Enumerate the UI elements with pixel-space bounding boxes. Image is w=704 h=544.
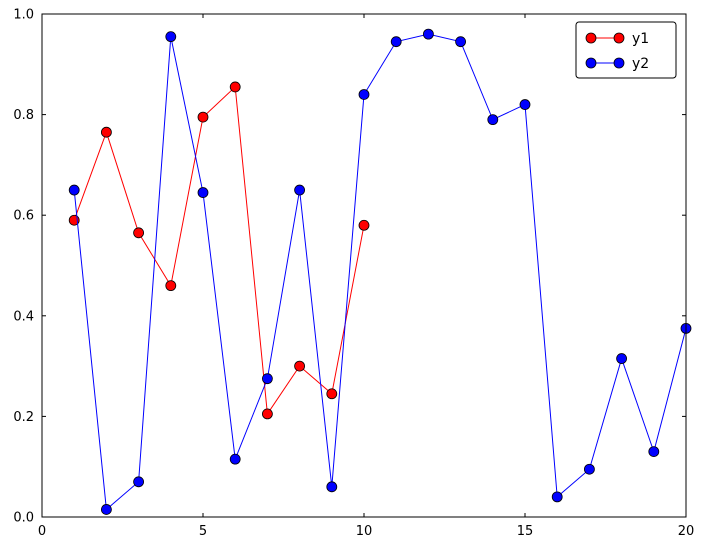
marker-y2 bbox=[326, 481, 338, 493]
marker-y1 bbox=[197, 111, 209, 123]
y-tick-label: 1.0 bbox=[13, 8, 34, 23]
marker-y2 bbox=[584, 463, 595, 475]
legend-marker-y1 bbox=[585, 32, 597, 44]
legend-marker-y2 bbox=[585, 57, 597, 69]
legend-label-y2: y2 bbox=[632, 56, 649, 72]
marker-y2 bbox=[422, 28, 434, 40]
marker-y2 bbox=[101, 504, 112, 515]
marker-y2 bbox=[229, 453, 241, 465]
marker-y2 bbox=[133, 476, 145, 488]
x-tick-label: 5 bbox=[199, 524, 207, 539]
x-tick-label: 20 bbox=[678, 524, 695, 539]
marker-y1 bbox=[294, 360, 306, 372]
series-line-y2 bbox=[73, 33, 687, 511]
marker-y2 bbox=[165, 31, 177, 43]
marker-y2 bbox=[648, 446, 660, 458]
y-tick-label: 0.8 bbox=[13, 108, 34, 123]
marker-y2 bbox=[455, 36, 467, 48]
marker-y1 bbox=[261, 408, 273, 420]
marker-y2 bbox=[551, 491, 563, 503]
marker-y2 bbox=[294, 184, 306, 196]
x-tick-label: 15 bbox=[517, 524, 534, 539]
marker-y2 bbox=[616, 353, 627, 364]
marker-y2 bbox=[519, 99, 531, 110]
legend-marker-y1 bbox=[613, 32, 625, 44]
marker-y2 bbox=[390, 36, 402, 48]
marker-y1 bbox=[133, 227, 145, 239]
marker-y2 bbox=[487, 114, 499, 126]
marker-y2 bbox=[261, 373, 273, 385]
legend-box bbox=[575, 21, 677, 79]
marker-y1 bbox=[326, 388, 338, 400]
x-tick-label: 0 bbox=[38, 524, 46, 539]
marker-y1 bbox=[165, 280, 177, 292]
x-tick-label: 10 bbox=[356, 524, 373, 539]
marker-y1 bbox=[101, 126, 112, 138]
y-tick-label: 0.0 bbox=[13, 511, 34, 526]
y-tick-label: 0.2 bbox=[13, 410, 34, 425]
marker-y2 bbox=[358, 89, 370, 100]
marker-y2 bbox=[197, 187, 209, 198]
y-tick-label: 0.4 bbox=[13, 309, 34, 324]
marker-y2 bbox=[68, 184, 80, 196]
legend-marker-y2 bbox=[613, 57, 625, 69]
y-tick-label: 0.6 bbox=[13, 209, 34, 224]
marker-y1 bbox=[229, 81, 241, 93]
marker-y1 bbox=[358, 219, 370, 231]
series-line-y1 bbox=[73, 85, 365, 416]
legend-label-y1: y1 bbox=[632, 31, 649, 47]
